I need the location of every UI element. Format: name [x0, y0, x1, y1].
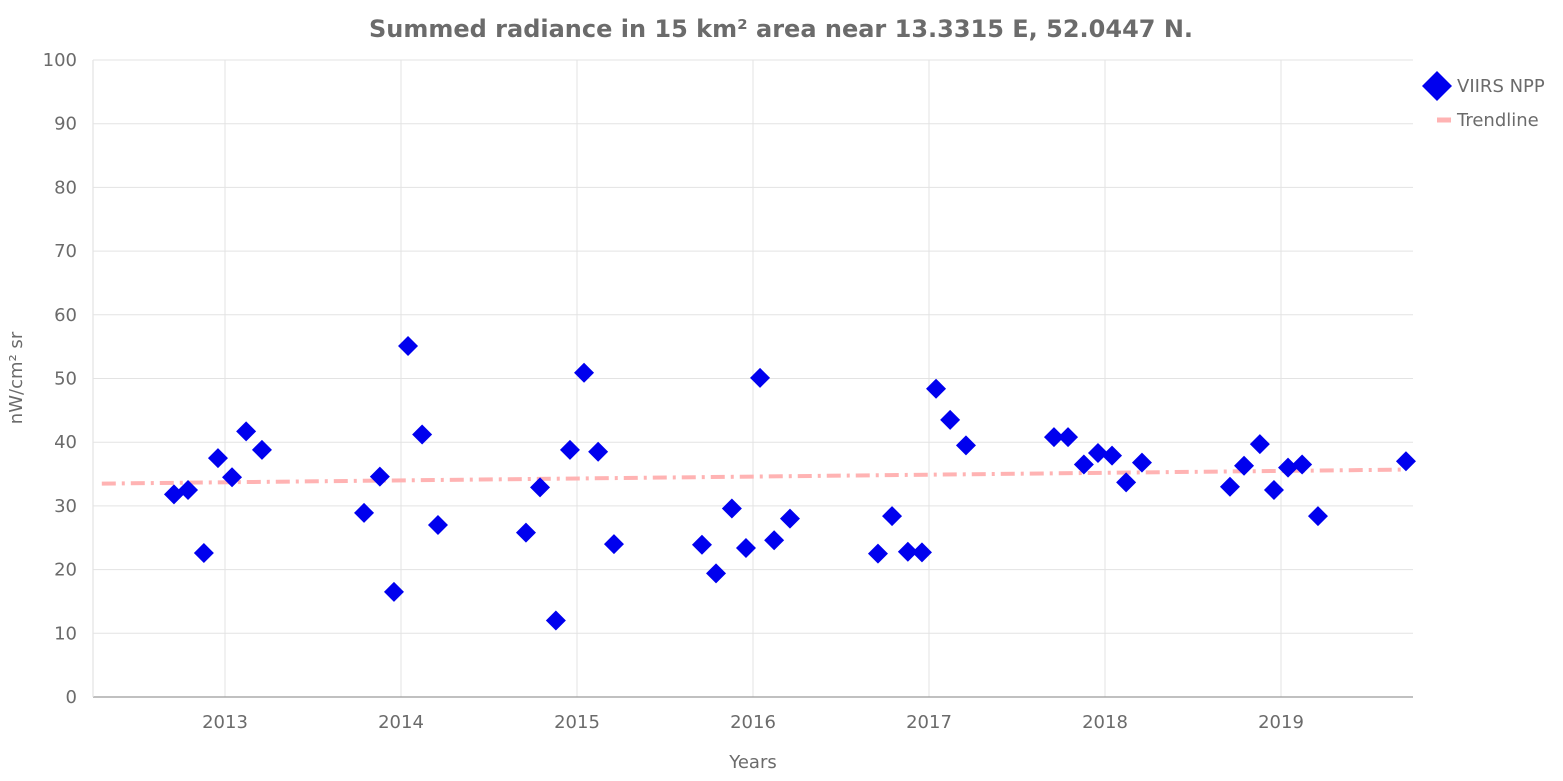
data-point[interactable] — [530, 477, 551, 498]
legend-label-viirs: VIIRS NPP — [1457, 76, 1545, 97]
data-point[interactable] — [779, 508, 800, 529]
data-point[interactable] — [251, 439, 272, 460]
data-point[interactable] — [1131, 452, 1152, 473]
data-point[interactable] — [867, 543, 888, 564]
data-point[interactable] — [545, 610, 566, 631]
y-tick-label: 10 — [54, 623, 77, 644]
data-point[interactable] — [721, 498, 742, 519]
data-point[interactable] — [603, 534, 624, 555]
data-point[interactable] — [691, 534, 712, 555]
x-tick-label: 2013 — [202, 712, 248, 733]
y-tick-labels: 0 10 20 30 40 50 60 70 80 90 100 — [43, 50, 77, 708]
data-point[interactable] — [427, 515, 448, 536]
x-tick-label: 2014 — [378, 712, 424, 733]
data-point[interactable] — [515, 522, 536, 543]
data-point[interactable] — [706, 563, 727, 584]
x-tick-label: 2016 — [730, 712, 776, 733]
data-point[interactable] — [750, 367, 771, 388]
y-tick-label: 70 — [54, 241, 77, 262]
data-point[interactable] — [1263, 479, 1284, 500]
data-point[interactable] — [383, 581, 404, 602]
y-tick-label: 100 — [43, 50, 77, 71]
y-axis-label: nW/cm² sr — [6, 331, 27, 424]
y-tick-label: 80 — [54, 177, 77, 198]
data-point[interactable] — [1249, 434, 1270, 455]
x-tick-label: 2019 — [1258, 712, 1304, 733]
viirs-npp-points — [163, 336, 1416, 631]
data-point[interactable] — [236, 421, 257, 442]
data-point[interactable] — [1307, 506, 1328, 527]
x-tick-label: 2018 — [1082, 712, 1128, 733]
legend-diamond-icon — [1422, 71, 1452, 101]
data-point[interactable] — [1043, 427, 1064, 448]
y-tick-label: 30 — [54, 496, 77, 517]
legend-label-trendline: Trendline — [1456, 110, 1539, 131]
chart-title: Summed radiance in 15 km² area near 13.3… — [369, 15, 1193, 43]
x-axis-label: Years — [728, 752, 777, 773]
trendline — [101, 467, 1405, 486]
y-tick-label: 60 — [54, 305, 77, 326]
data-point[interactable] — [764, 530, 785, 551]
data-point[interactable] — [1219, 476, 1240, 497]
y-tick-label: 0 — [66, 687, 77, 708]
data-point[interactable] — [1073, 454, 1094, 475]
data-point[interactable] — [955, 435, 976, 456]
data-point[interactable] — [911, 542, 932, 563]
data-point[interactable] — [398, 336, 419, 357]
data-point[interactable] — [735, 537, 756, 558]
data-point[interactable] — [354, 502, 375, 523]
x-tick-labels: 2013 2014 2015 2016 2017 2018 2019 — [202, 712, 1304, 733]
data-point[interactable] — [1234, 455, 1255, 476]
data-point[interactable] — [559, 439, 580, 460]
data-point[interactable] — [1116, 472, 1137, 493]
y-tick-label: 90 — [54, 114, 77, 135]
data-point[interactable] — [178, 479, 199, 500]
trendline-path — [101, 467, 1405, 486]
legend[interactable]: VIIRS NPP Trendline — [1422, 71, 1545, 131]
x-tick-label: 2015 — [554, 712, 600, 733]
data-point[interactable] — [193, 543, 214, 564]
data-point[interactable] — [1278, 457, 1299, 478]
data-point[interactable] — [882, 506, 903, 527]
data-point[interactable] — [369, 466, 390, 487]
data-point[interactable] — [588, 441, 609, 462]
data-point[interactable] — [1292, 454, 1313, 475]
data-point[interactable] — [574, 362, 595, 383]
y-tick-label: 20 — [54, 560, 77, 581]
y-tick-label: 40 — [54, 432, 77, 453]
x-tick-label: 2017 — [906, 712, 952, 733]
data-point[interactable] — [412, 424, 433, 445]
data-point[interactable] — [940, 409, 961, 430]
data-point[interactable] — [926, 378, 947, 399]
data-point[interactable] — [1395, 451, 1416, 472]
data-point[interactable] — [897, 541, 918, 562]
data-point[interactable] — [207, 448, 228, 469]
y-tick-label: 50 — [54, 369, 77, 390]
data-point[interactable] — [222, 467, 243, 488]
data-point[interactable] — [1058, 427, 1079, 448]
data-point[interactable] — [1102, 445, 1123, 466]
data-point[interactable] — [1087, 443, 1108, 464]
